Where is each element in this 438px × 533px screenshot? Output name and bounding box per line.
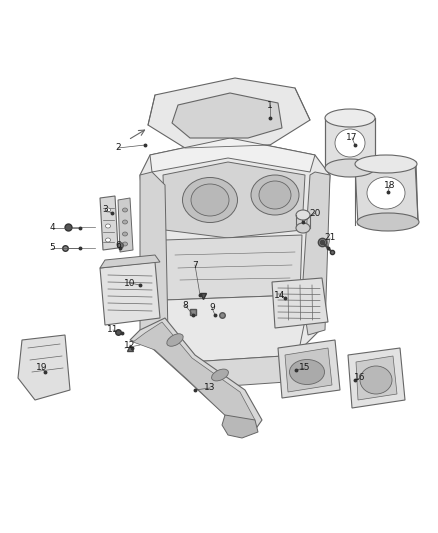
Polygon shape <box>100 196 118 250</box>
Polygon shape <box>100 255 160 268</box>
Polygon shape <box>165 235 302 300</box>
Text: 20: 20 <box>309 208 321 217</box>
Ellipse shape <box>212 369 229 381</box>
Text: 19: 19 <box>36 364 48 373</box>
Ellipse shape <box>251 175 299 215</box>
Polygon shape <box>278 340 340 398</box>
Polygon shape <box>133 322 255 428</box>
Ellipse shape <box>123 220 127 224</box>
Text: 7: 7 <box>192 261 198 270</box>
Polygon shape <box>285 348 332 392</box>
Text: 3: 3 <box>102 206 108 214</box>
Ellipse shape <box>191 184 229 216</box>
Ellipse shape <box>355 155 417 173</box>
Ellipse shape <box>106 224 110 228</box>
Polygon shape <box>355 162 418 225</box>
Text: 14: 14 <box>274 290 286 300</box>
Ellipse shape <box>335 129 365 157</box>
Ellipse shape <box>357 213 419 231</box>
Ellipse shape <box>123 232 127 236</box>
Polygon shape <box>325 118 375 168</box>
Text: 15: 15 <box>299 364 311 373</box>
Ellipse shape <box>325 159 375 177</box>
Ellipse shape <box>367 177 405 209</box>
Ellipse shape <box>123 208 127 212</box>
Text: 10: 10 <box>124 279 136 287</box>
Polygon shape <box>140 138 330 365</box>
Polygon shape <box>272 278 328 328</box>
Text: 5: 5 <box>49 244 55 253</box>
Polygon shape <box>190 355 315 388</box>
Text: 9: 9 <box>209 303 215 312</box>
Text: 2: 2 <box>115 143 121 152</box>
Text: 8: 8 <box>182 301 188 310</box>
Polygon shape <box>155 295 308 362</box>
Polygon shape <box>348 348 405 408</box>
Text: 4: 4 <box>49 223 55 232</box>
Polygon shape <box>302 172 330 335</box>
Polygon shape <box>163 162 305 238</box>
Text: 11: 11 <box>107 326 119 335</box>
Ellipse shape <box>259 181 291 209</box>
Text: 17: 17 <box>346 133 358 142</box>
Polygon shape <box>100 262 160 325</box>
Ellipse shape <box>296 210 310 220</box>
Ellipse shape <box>296 223 310 233</box>
Ellipse shape <box>167 334 183 346</box>
Polygon shape <box>118 198 133 252</box>
Ellipse shape <box>106 238 110 242</box>
Text: 21: 21 <box>324 233 336 243</box>
Ellipse shape <box>360 366 392 394</box>
Text: 6: 6 <box>115 240 121 249</box>
Polygon shape <box>356 356 397 400</box>
Ellipse shape <box>183 177 237 222</box>
Text: 13: 13 <box>204 384 216 392</box>
Polygon shape <box>130 318 262 432</box>
Ellipse shape <box>123 242 127 246</box>
Text: 12: 12 <box>124 341 136 350</box>
Polygon shape <box>140 172 168 340</box>
Text: 18: 18 <box>384 181 396 190</box>
Polygon shape <box>148 78 310 148</box>
Polygon shape <box>172 93 282 138</box>
Text: 1: 1 <box>267 101 273 109</box>
Text: 16: 16 <box>354 374 366 383</box>
Ellipse shape <box>290 359 325 384</box>
Ellipse shape <box>106 208 110 212</box>
Polygon shape <box>222 415 258 438</box>
Polygon shape <box>150 138 315 172</box>
Polygon shape <box>18 335 70 400</box>
Ellipse shape <box>325 109 375 127</box>
